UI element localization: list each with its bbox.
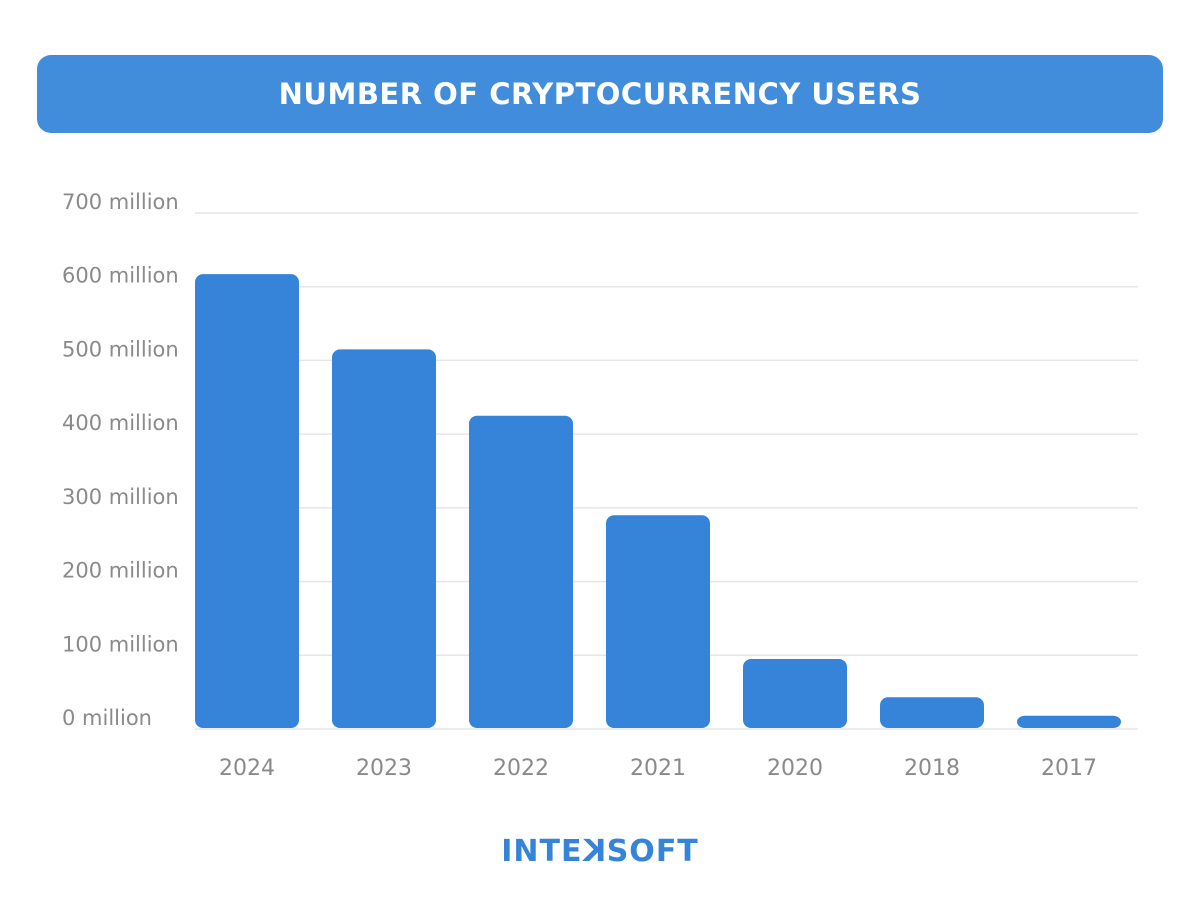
chart-title-banner: NUMBER OF CRYPTOCURRENCY USERS: [37, 55, 1163, 133]
bar-2017: [1017, 715, 1121, 728]
y-tick-label: 600 million: [62, 264, 179, 288]
y-tick-label: 100 million: [62, 632, 179, 656]
y-tick-label: 200 million: [62, 559, 179, 583]
x-tick-label: 2023: [356, 756, 412, 781]
bar-2023: [332, 349, 436, 728]
intexsoft-logo: INTEKSOFT: [501, 834, 699, 869]
bar-2024: [195, 274, 299, 728]
y-tick-label: 400 million: [62, 411, 179, 435]
x-tick-label: 2024: [219, 756, 275, 781]
x-tick-label: 2018: [904, 756, 960, 781]
x-tick-label: 2021: [630, 756, 686, 781]
y-tick-label: 700 million: [62, 190, 179, 214]
x-tick-label: 2020: [767, 756, 823, 781]
x-tick-label: 2022: [493, 756, 549, 781]
y-tick-label: 300 million: [62, 485, 179, 509]
bar-2018: [880, 697, 984, 728]
bar-2020: [743, 658, 847, 728]
y-tick-label: 0 million: [62, 706, 152, 730]
chart-title: NUMBER OF CRYPTOCURRENCY USERS: [278, 77, 922, 111]
x-tick-label: 2017: [1041, 756, 1097, 781]
bar-2021: [606, 515, 710, 728]
y-tick-label: 500 million: [62, 337, 179, 361]
bar-2022: [469, 415, 573, 728]
